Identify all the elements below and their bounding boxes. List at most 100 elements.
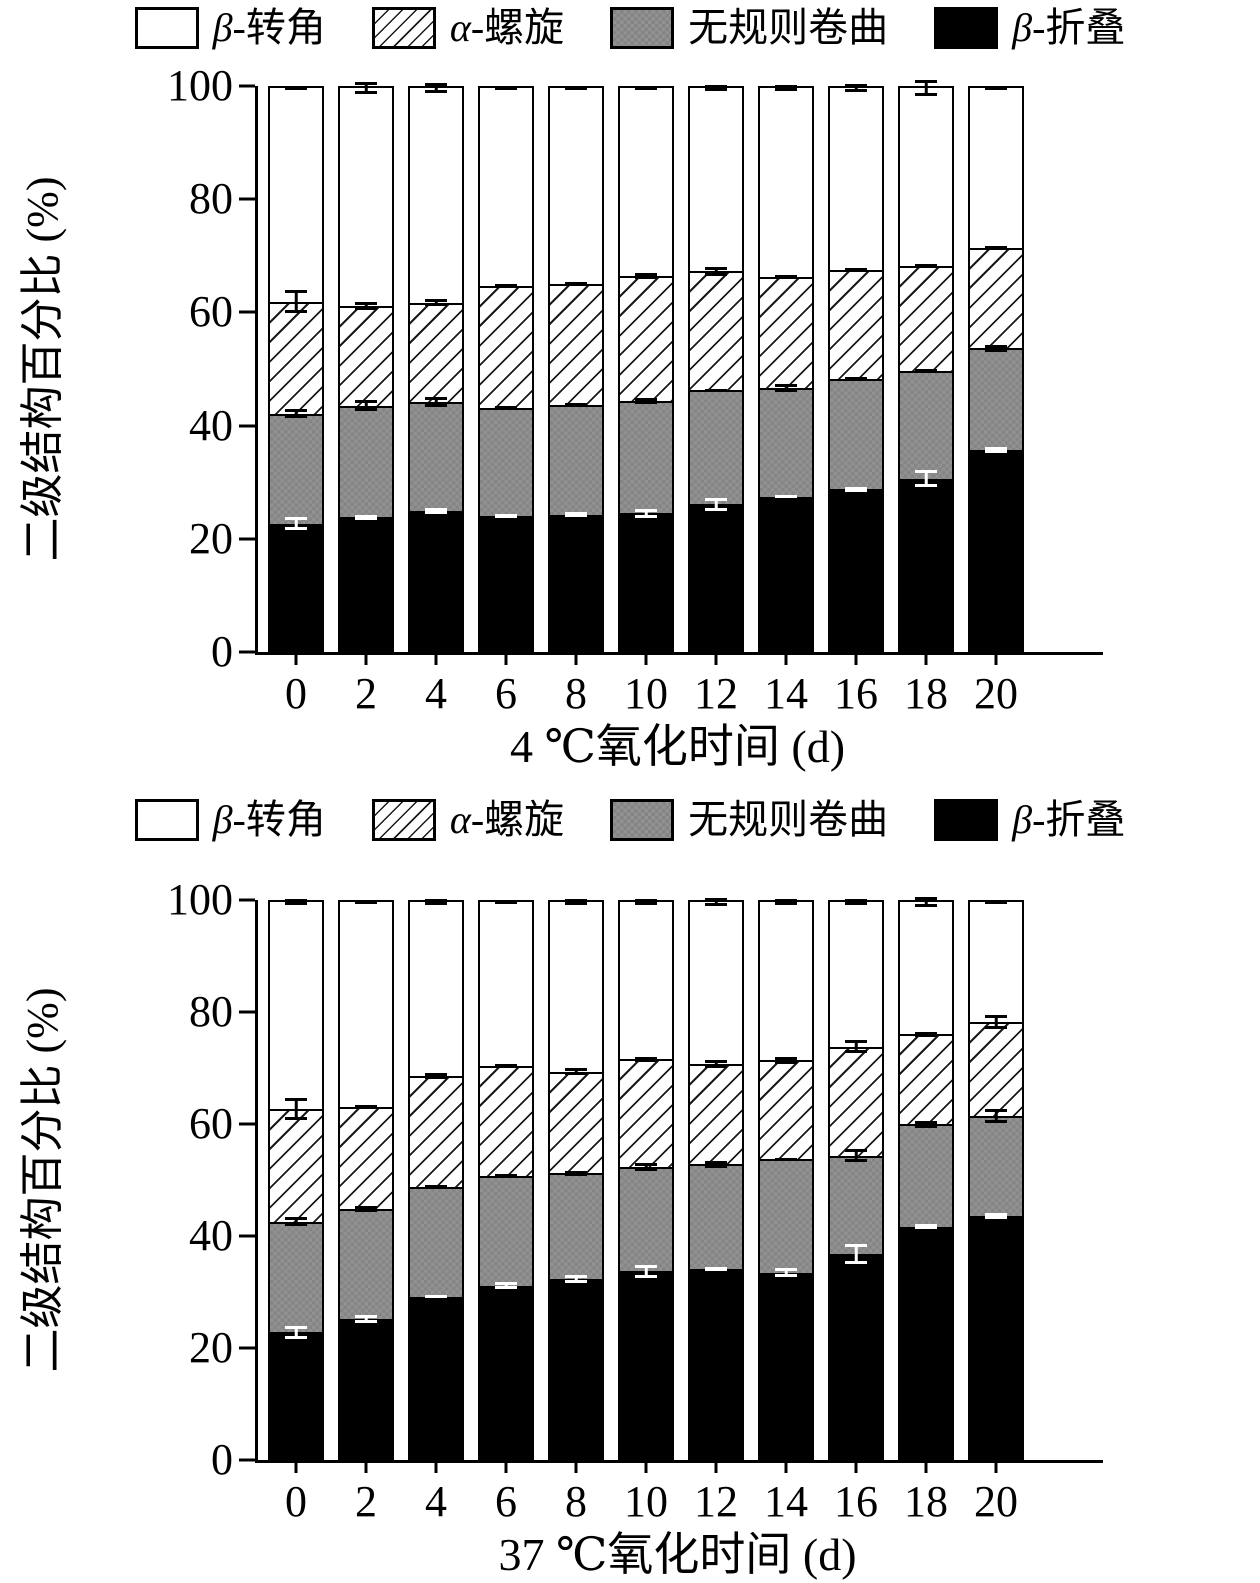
y-tick-label: 100 xyxy=(167,61,233,110)
x-tick-label: 14 xyxy=(764,1477,808,1526)
bar-day-12 xyxy=(688,84,744,652)
y-tick-label: 20 xyxy=(189,513,233,563)
x-tick xyxy=(854,652,858,665)
error-bar xyxy=(705,388,727,393)
legend-item: β-转角 xyxy=(134,6,326,50)
error-bar xyxy=(495,1282,517,1289)
y-tick-label: 40 xyxy=(189,1211,233,1260)
y-tick-label: 60 xyxy=(189,1099,233,1148)
segment-无规则卷曲 xyxy=(970,348,1022,450)
error-bar xyxy=(425,396,447,407)
y-tick xyxy=(239,424,255,428)
x-tick-label: 16 xyxy=(834,1477,878,1526)
x-tick xyxy=(714,1460,718,1473)
segment-无规则卷曲 xyxy=(620,401,672,514)
y-tick xyxy=(239,310,255,314)
x-tick xyxy=(574,652,578,665)
x-tick xyxy=(504,652,508,665)
error-bar xyxy=(285,1097,307,1120)
error-bar xyxy=(565,1275,587,1283)
segment-β-折叠 xyxy=(340,517,392,650)
legend-item: β-折叠 xyxy=(934,6,1125,50)
black-swatch xyxy=(934,799,999,841)
x-tick xyxy=(854,1460,858,1473)
segment-β-折叠 xyxy=(550,1278,602,1458)
y-tick xyxy=(239,197,255,201)
y-tick-label: 80 xyxy=(189,987,233,1036)
error-bar xyxy=(565,1068,587,1075)
white-swatch xyxy=(134,799,199,841)
segment-无规则卷曲 xyxy=(690,390,742,505)
bar-day-14 xyxy=(758,898,814,1460)
segment-无规则卷曲 xyxy=(550,1173,602,1279)
bar-day-2 xyxy=(338,82,394,652)
error-bar xyxy=(285,290,307,313)
x-tick-label: 16 xyxy=(834,669,878,718)
error-bar xyxy=(425,1185,447,1189)
y-tick xyxy=(239,1458,255,1462)
error-bar xyxy=(285,899,307,905)
bar-day-0 xyxy=(268,899,324,1460)
segment-β-转角 xyxy=(900,88,952,266)
panel-37c: β-转角 α-螺旋 无规则卷曲 β-折叠 二级结构百分比 (%) 0 20 40 60 80 1… xyxy=(0,792,1260,1583)
bar-day-14 xyxy=(758,85,814,652)
segment-无规则卷曲 xyxy=(830,378,882,490)
segment-β-转角 xyxy=(550,902,602,1072)
segment-β-折叠 xyxy=(620,513,672,650)
error-bar xyxy=(775,898,797,906)
bar-day-18 xyxy=(898,79,954,652)
segment-β-折叠 xyxy=(410,1296,462,1458)
legend-item: 无规则卷曲 xyxy=(610,6,888,50)
x-tick xyxy=(364,1460,368,1473)
x-tick-label: 12 xyxy=(694,1477,738,1526)
panel-4c: β-转角 α-螺旋 无规则卷曲 β-折叠 二级结构百分比 (%) 0 20 40 60 80 1… xyxy=(0,0,1260,791)
x-tick xyxy=(994,652,998,665)
bar-day-10 xyxy=(618,898,674,1460)
segment-无规则卷曲 xyxy=(970,1116,1022,1217)
segment-无规则卷曲 xyxy=(690,1164,742,1269)
error-bar xyxy=(845,84,867,92)
segment-β-折叠 xyxy=(970,449,1022,650)
segment-无规则卷曲 xyxy=(340,405,392,518)
x-tick xyxy=(924,652,928,665)
black-swatch xyxy=(934,7,999,49)
x-tick-label: 0 xyxy=(285,669,307,718)
x-tick xyxy=(434,652,438,665)
segment-α-螺旋 xyxy=(620,275,672,402)
segment-无规则卷曲 xyxy=(480,1176,532,1286)
segment-无规则卷曲 xyxy=(760,388,812,497)
segment-无规则卷曲 xyxy=(480,408,532,517)
segment-β-转角 xyxy=(690,902,742,1065)
error-bar xyxy=(495,406,517,411)
legend-item: α-螺旋 xyxy=(371,798,564,842)
segment-无规则卷曲 xyxy=(900,1124,952,1227)
error-bar xyxy=(705,897,727,907)
x-tick-label: 8 xyxy=(565,1477,587,1526)
segment-β-折叠 xyxy=(760,496,812,650)
y-tick xyxy=(239,1122,255,1126)
x-tick-label: 18 xyxy=(904,669,948,718)
y-tick-label: 20 xyxy=(189,1323,233,1372)
error-bar xyxy=(705,1060,727,1069)
segment-α-螺旋 xyxy=(480,286,532,409)
segment-β-折叠 xyxy=(620,1271,672,1458)
segment-无规则卷曲 xyxy=(620,1167,672,1272)
error-bar xyxy=(985,86,1007,90)
segment-α-螺旋 xyxy=(970,1022,1022,1117)
error-bar xyxy=(355,1314,377,1324)
segment-α-螺旋 xyxy=(690,271,742,391)
error-bar xyxy=(845,376,867,381)
segment-β-转角 xyxy=(690,88,742,272)
x-tick xyxy=(574,1460,578,1473)
legend-label: 无规则卷曲 xyxy=(688,797,889,842)
error-bar xyxy=(845,267,867,273)
segment-β-转角 xyxy=(410,902,462,1077)
error-bar xyxy=(705,84,727,92)
x-tick-label: 12 xyxy=(694,669,738,718)
segment-无规则卷曲 xyxy=(270,1221,322,1333)
segment-β-折叠 xyxy=(550,514,602,650)
error-bar xyxy=(355,900,377,904)
segment-α-螺旋 xyxy=(970,247,1022,349)
x-tick-label: 14 xyxy=(764,669,808,718)
x-tick-label: 4 xyxy=(425,669,447,718)
